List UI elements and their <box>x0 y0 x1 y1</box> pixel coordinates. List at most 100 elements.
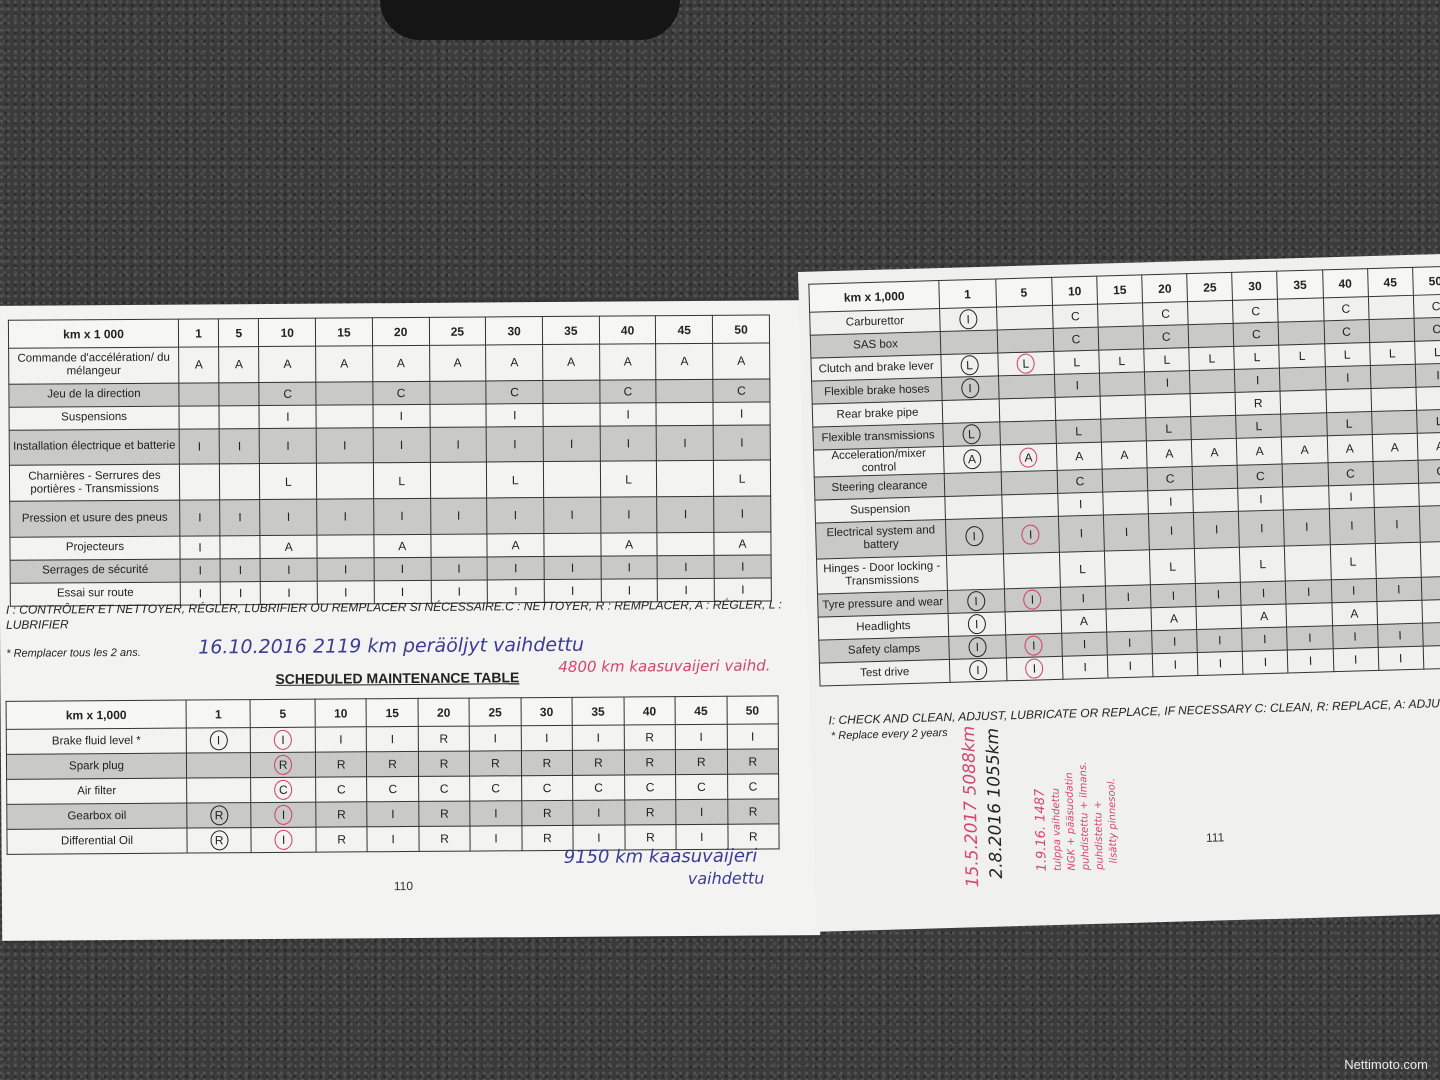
table-cell <box>940 329 998 355</box>
handwritten-circle-mark: I <box>1024 635 1044 657</box>
table-cell: C <box>727 773 779 800</box>
column-header: 35 <box>572 697 624 726</box>
table-cell: A <box>315 345 373 382</box>
table-cell: C <box>1052 304 1099 329</box>
table-cell: I <box>656 425 714 462</box>
table-cell: I <box>675 799 728 825</box>
row-label: Differential Oil <box>6 828 188 855</box>
row-label: Projecteurs <box>9 535 181 560</box>
table-cell: I <box>941 375 999 401</box>
table-cell: I <box>430 497 488 534</box>
table-cell: L <box>942 421 1000 447</box>
table-cell <box>1286 603 1333 628</box>
handwritten-note: 2.8.2016 1055km <box>982 727 1008 879</box>
table-cell <box>1004 610 1062 636</box>
handwritten-circle-mark: I <box>274 829 293 850</box>
table-cell: L <box>1239 545 1286 583</box>
table-cell: I <box>1283 508 1330 546</box>
table-cell: L <box>486 461 544 498</box>
table-cell: R <box>469 750 522 777</box>
table-cell <box>429 380 487 404</box>
column-header: 5 <box>995 277 1053 307</box>
table-cell: I <box>373 556 431 581</box>
column-header: 25 <box>469 697 521 727</box>
table-cell <box>1000 470 1058 495</box>
table-cell: L <box>1059 550 1106 588</box>
handwritten-circle-mark: I <box>1025 658 1044 680</box>
column-header: 45 <box>1367 267 1414 297</box>
table-cell: C <box>366 776 419 802</box>
table-cell: I <box>179 535 221 559</box>
row-label: Acceleration/mixer control <box>813 446 945 478</box>
table-cell: C <box>251 777 316 803</box>
table-cell: C <box>1322 296 1369 321</box>
table-cell: I <box>1005 656 1063 682</box>
table-cell: I <box>1285 580 1332 605</box>
table-cell: C <box>1413 294 1440 319</box>
table-cell: R <box>250 752 316 778</box>
table-cell <box>1145 393 1191 418</box>
table-cell: I <box>1151 629 1198 655</box>
table-cell: A <box>178 346 220 383</box>
table-cell <box>1098 325 1144 351</box>
handwritten-circle-mark: I <box>967 614 986 635</box>
handwritten-circle-mark: I <box>958 309 978 330</box>
footnote-english: * Replace every 2 years <box>830 727 948 743</box>
table-cell <box>1190 392 1237 417</box>
column-header: 50 <box>712 314 770 344</box>
table-cell <box>999 420 1057 445</box>
table-cell: I <box>948 612 1006 637</box>
table-cell: C <box>372 380 430 405</box>
table-cell <box>1415 386 1440 411</box>
table-cell: I <box>372 403 430 428</box>
column-header: 20 <box>372 317 430 346</box>
legend-french: I : CONTRÔLER ET NETTOYER, RÉGLER, LUBRI… <box>5 597 782 632</box>
table-cell: C <box>572 775 625 801</box>
table-cell <box>430 533 488 557</box>
table-cell: C <box>1417 459 1440 484</box>
column-header: 15 <box>1096 274 1143 305</box>
column-header: 45 <box>675 696 727 725</box>
handwritten-note: 1.9.16. 1487 <box>1032 788 1050 872</box>
table-cell <box>1369 364 1416 389</box>
left-page: km x 1 000 1 5 10 15 20 25 30 35 40 45 50 Commande d… <box>0 300 821 941</box>
table-cell: R <box>418 826 471 852</box>
table-cell: A <box>372 345 430 382</box>
table-cell: L <box>997 351 1055 376</box>
table-cell: I <box>947 589 1005 614</box>
table-cell <box>996 305 1054 330</box>
table-cell <box>1102 490 1149 516</box>
row-label: Pression et usure des pneus <box>9 500 180 537</box>
table-row: Commande d'accélération/ du mélangeur A A A… <box>8 342 770 384</box>
table-cell: I <box>1324 365 1371 390</box>
table-cell <box>219 405 260 429</box>
table-cell: A <box>712 342 770 380</box>
handwritten-circle-mark: C <box>274 779 293 800</box>
table-cell: C <box>1143 324 1190 349</box>
table-cell <box>1371 410 1417 435</box>
maintenance-table-english: km x 1,000 1 5 10 15 20 25 30 35 40 45 50 Brake flui… <box>6 695 780 855</box>
table-cell: I <box>317 557 375 581</box>
table-cell: I <box>520 725 573 751</box>
table-cell: I <box>1193 511 1240 549</box>
table-cell <box>1282 462 1329 488</box>
table-cell: I <box>1058 515 1105 552</box>
table-cell: A <box>487 533 545 557</box>
handwritten-note: tulppa vaihdettu <box>1050 787 1064 872</box>
table-cell <box>1281 412 1327 438</box>
table-cell: I <box>469 725 522 752</box>
table-cell <box>1100 417 1147 443</box>
handwritten-circle-mark: I <box>1021 524 1040 546</box>
table-cell: I <box>1422 622 1440 647</box>
table-cell: I <box>1287 626 1333 651</box>
table-cell: A <box>258 346 316 383</box>
table-cell <box>996 328 1054 353</box>
table-cell: A <box>1146 439 1193 468</box>
table-cell <box>429 462 487 499</box>
table-cell: A <box>542 344 600 381</box>
table-cell: L <box>600 461 658 498</box>
handwritten-circle-mark: I <box>273 729 293 750</box>
table-cell: I <box>486 426 544 463</box>
handwritten-note: 9150 km kaasuvaijeri <box>563 845 758 868</box>
column-header: 40 <box>1322 268 1369 298</box>
